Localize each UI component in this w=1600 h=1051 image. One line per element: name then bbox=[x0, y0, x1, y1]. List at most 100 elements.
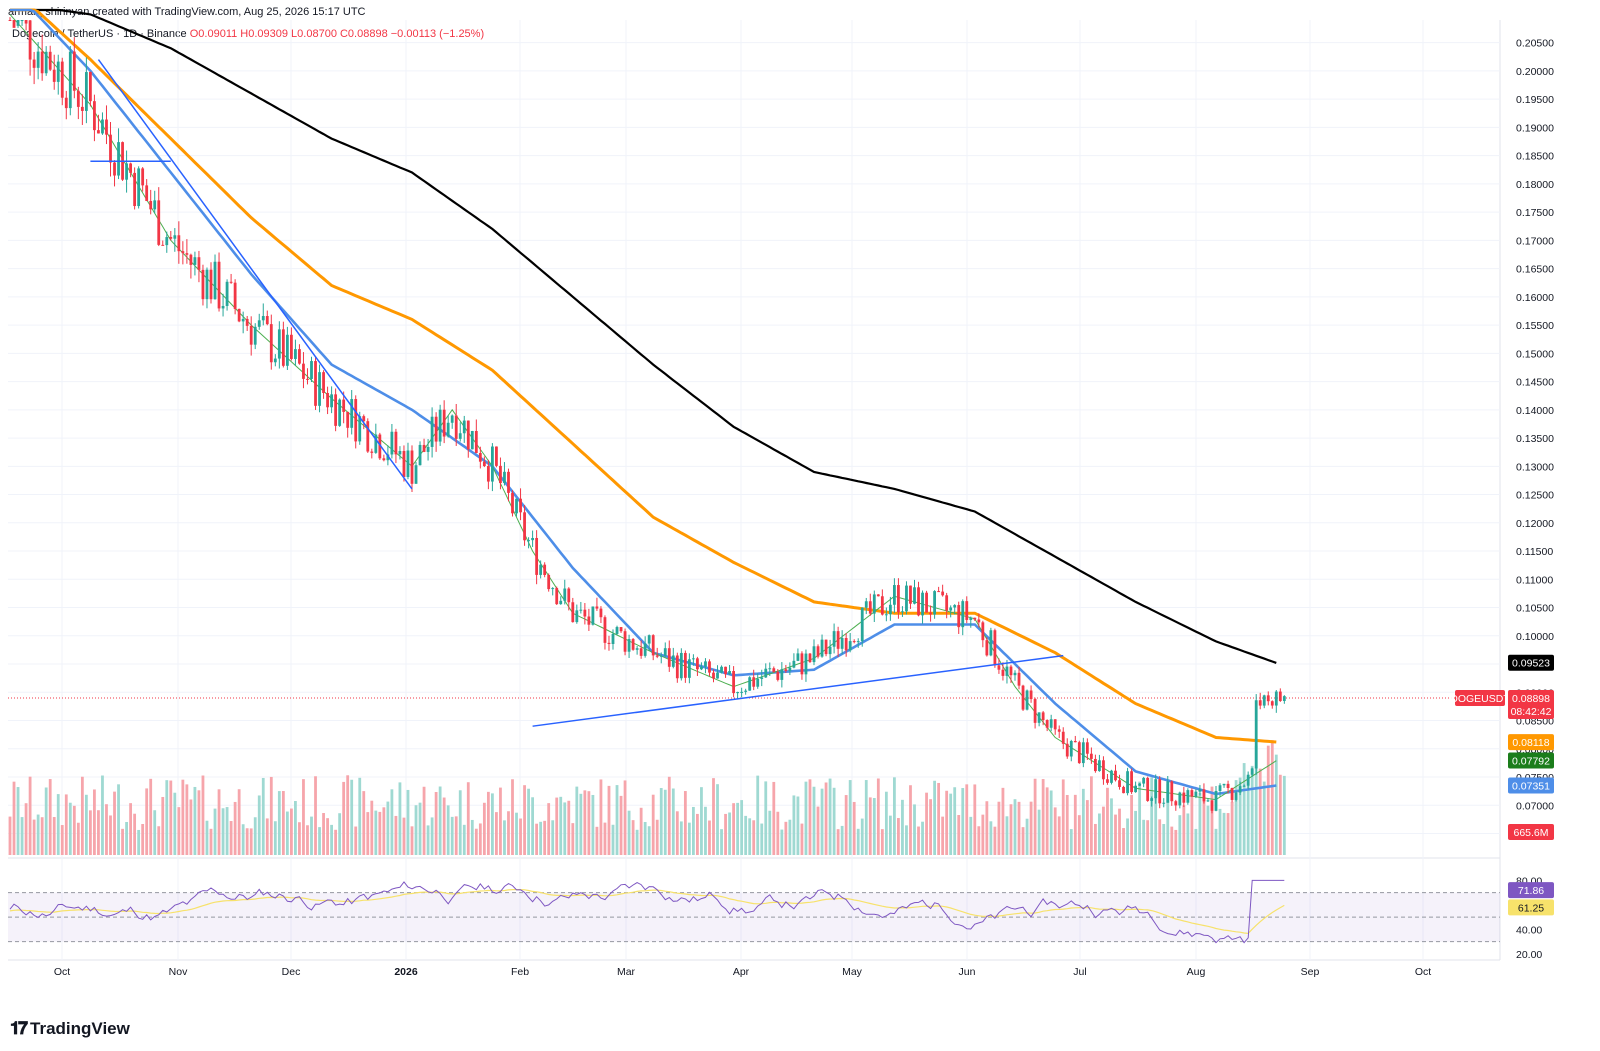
volume-bar bbox=[382, 807, 386, 855]
candle-body bbox=[627, 639, 631, 652]
volume-bar bbox=[273, 821, 277, 855]
candle-body bbox=[281, 329, 285, 366]
candle-body bbox=[531, 537, 534, 541]
candle-body bbox=[876, 594, 880, 597]
volume-bar bbox=[1057, 816, 1061, 855]
candle-body bbox=[165, 237, 169, 246]
volume-bar bbox=[370, 800, 374, 855]
price-label-bg bbox=[1508, 777, 1554, 794]
volume-bar bbox=[1122, 828, 1125, 855]
volume-bar bbox=[1098, 813, 1101, 855]
price-tick-label: 0.12000 bbox=[1516, 518, 1554, 530]
candle-body bbox=[1274, 691, 1278, 706]
volume-bar bbox=[1037, 809, 1041, 855]
volume-bar bbox=[784, 821, 788, 855]
candle-body bbox=[1254, 700, 1258, 769]
volume-bar bbox=[643, 821, 647, 855]
volume-bar bbox=[1162, 824, 1166, 855]
candle-body bbox=[687, 659, 691, 678]
volume-bar bbox=[708, 820, 711, 855]
volume-bar bbox=[52, 817, 56, 855]
candle-body bbox=[631, 639, 635, 650]
volume-bar bbox=[647, 826, 651, 855]
candle-body bbox=[848, 641, 852, 651]
candle-body bbox=[748, 677, 752, 691]
volume-bar bbox=[68, 802, 72, 855]
volume-bar bbox=[390, 789, 394, 855]
candle-body bbox=[756, 678, 760, 687]
volume-bar bbox=[897, 818, 900, 855]
candle-body bbox=[422, 444, 426, 452]
candle-body bbox=[1246, 774, 1250, 786]
volume-bar bbox=[426, 825, 430, 855]
candle-body bbox=[80, 106, 84, 111]
candle-body bbox=[193, 257, 197, 265]
volume-bar bbox=[225, 807, 229, 855]
volume-bar bbox=[953, 787, 957, 855]
volume-bar bbox=[495, 812, 498, 855]
candle-body bbox=[828, 646, 832, 655]
candle-body bbox=[382, 458, 386, 461]
tradingview-logo[interactable]: 𝟏𝟕 TradingView bbox=[10, 1018, 130, 1039]
candle-body bbox=[1061, 731, 1065, 744]
volume-bar bbox=[137, 829, 141, 855]
rsi-pane bbox=[8, 879, 1500, 944]
volume-bar bbox=[109, 815, 112, 855]
candle-body bbox=[973, 617, 977, 620]
tv-logo-text: TradingView bbox=[30, 1018, 130, 1038]
candle-body bbox=[961, 601, 965, 628]
volume-bar bbox=[1202, 791, 1206, 855]
candle-body bbox=[615, 627, 619, 634]
volume-bar bbox=[1106, 787, 1109, 855]
candle-body bbox=[209, 269, 213, 300]
volume-bar bbox=[454, 816, 458, 855]
volume-bar bbox=[322, 813, 325, 855]
candle-body bbox=[290, 334, 293, 359]
time-tick-label: Nov bbox=[169, 966, 188, 978]
volume-bar bbox=[527, 788, 530, 855]
candle-body bbox=[1118, 780, 1121, 787]
volume-bar bbox=[736, 802, 740, 855]
time-axis[interactable]: Oct Nov Dec 2026 Feb Mar Apr May Jun Jul Aug Sep Oct bbox=[54, 966, 1431, 978]
volume-bar bbox=[205, 820, 209, 855]
candle-body bbox=[619, 627, 623, 632]
price-axis[interactable]: 0.20500 0.20000 0.19500 0.19000 0.18500 0.180… bbox=[1516, 38, 1554, 961]
trendlines[interactable] bbox=[90, 59, 1064, 727]
chart-credit: arman_shirinyan created with TradingView… bbox=[8, 6, 366, 18]
time-tick-label: May bbox=[842, 966, 863, 978]
candle-body bbox=[921, 592, 924, 616]
volume-bar bbox=[310, 816, 313, 855]
volume-bar bbox=[406, 789, 410, 855]
candle-body bbox=[52, 69, 56, 82]
volume-bar bbox=[985, 801, 989, 855]
volume-label-bg bbox=[1508, 824, 1554, 840]
volume-bar bbox=[728, 812, 731, 855]
volume-bar bbox=[844, 795, 848, 855]
candle-body bbox=[314, 361, 317, 406]
price-tick-label: 0.10000 bbox=[1516, 631, 1554, 643]
volume-bar bbox=[1033, 778, 1037, 855]
volume-bar bbox=[101, 775, 104, 855]
candle-body bbox=[728, 671, 731, 675]
volume-bar bbox=[1158, 819, 1162, 855]
candle-body bbox=[491, 446, 494, 482]
price-tick-label: 0.11500 bbox=[1516, 546, 1553, 558]
candle-body bbox=[1021, 685, 1025, 710]
volume-bar bbox=[117, 784, 120, 855]
candle-body bbox=[933, 591, 936, 615]
volume-bar bbox=[466, 782, 470, 855]
time-tick-label: Jun bbox=[959, 966, 976, 978]
time-tick-label: Jul bbox=[1073, 966, 1086, 978]
candle-body bbox=[1150, 798, 1154, 801]
candle-body bbox=[812, 646, 816, 663]
price-tick-label: 0.14500 bbox=[1516, 377, 1554, 389]
rsi-value-label-text: 71.86 bbox=[1518, 885, 1544, 897]
candle-body bbox=[941, 591, 945, 596]
volume-bar bbox=[374, 810, 378, 855]
volume-bar bbox=[277, 791, 281, 855]
candle-body bbox=[551, 588, 555, 590]
volume-bar bbox=[848, 780, 852, 855]
volume-bar bbox=[189, 799, 193, 855]
volume-bar bbox=[338, 813, 342, 855]
